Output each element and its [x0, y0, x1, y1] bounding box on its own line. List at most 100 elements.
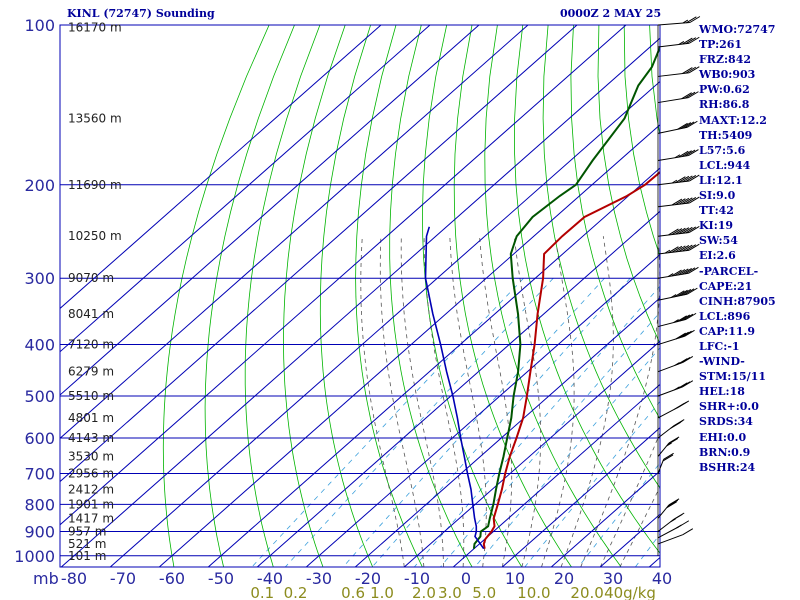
height-label: 9070 m — [68, 271, 114, 285]
wind-barb — [657, 356, 694, 373]
moist-adiabat-line — [449, 236, 487, 567]
isotherm-line — [60, 25, 431, 353]
index-item: SW:54 — [699, 234, 738, 248]
wind-barb — [657, 149, 699, 161]
wind-barb — [657, 512, 685, 532]
moist-adiabat-line — [379, 236, 425, 567]
mixing-ratio-label: 1.0 — [370, 584, 394, 600]
temperature-profile-line — [482, 170, 660, 549]
index-item: STM:15/11 — [699, 370, 766, 384]
mixing-ratio-line — [474, 347, 660, 567]
dry-adiabat-line — [776, 25, 800, 567]
index-item: LFC:-1 — [699, 339, 740, 353]
isotherm-line — [60, 25, 480, 396]
pressure-tick-label: 900 — [24, 522, 55, 541]
dry-adiabat-line — [355, 25, 423, 567]
dry-adiabat-line — [319, 25, 374, 567]
temperature-tick-label: 20 — [554, 569, 574, 588]
moist-adiabat-line — [560, 236, 614, 567]
dry-adiabat-line — [623, 25, 660, 258]
moist-adiabat-line — [479, 236, 513, 567]
mixing-ratio-line — [251, 277, 524, 567]
index-item: EI:2.6 — [699, 249, 736, 263]
pressure-tick-label: 700 — [24, 465, 55, 484]
pressure-tick-label: 1000 — [14, 547, 55, 566]
pressure-unit-label: mb — [33, 569, 59, 588]
pressure-tick-label: 600 — [24, 429, 55, 448]
height-label: 13560 m — [68, 111, 122, 125]
moist-adiabat-line — [423, 236, 465, 567]
moist-adiabat-line — [541, 236, 575, 567]
wind-barb — [657, 91, 699, 104]
isotherm-line — [60, 25, 382, 310]
station-title: KINL (72747) Sounding — [67, 7, 215, 20]
isotherm-line — [60, 25, 529, 439]
wind-barb — [657, 400, 690, 419]
dry-adiabat-line — [422, 25, 523, 567]
index-item: CAP:11.9 — [699, 324, 756, 338]
index-item: WB0:903 — [699, 68, 756, 82]
height-label: 10250 m — [68, 229, 122, 243]
dry-adiabat-line — [283, 25, 346, 567]
height-label: 521 m — [68, 537, 106, 551]
valid-time: 0000Z 2 MAY 25 — [560, 7, 662, 20]
wind-barb — [657, 329, 695, 346]
wind-barb — [657, 243, 700, 255]
temperature-tick-label: -80 — [61, 569, 87, 588]
isotherm-line — [256, 210, 660, 567]
temperature-tick-label: 0 — [461, 569, 471, 588]
mixing-ratio-label: 20.0 — [570, 584, 603, 600]
pressure-tick-label: 800 — [24, 495, 55, 514]
wind-barb — [657, 528, 694, 545]
height-label: 6279 m — [68, 365, 114, 379]
height-label: 1417 m — [68, 511, 114, 525]
wind-barb — [657, 36, 700, 48]
temperature-tick-label: -50 — [208, 569, 234, 588]
pressure-tick-label: 100 — [24, 16, 55, 35]
plot-frame — [59, 24, 661, 568]
index-item: PW:0.62 — [699, 83, 750, 97]
index-item: WMO:72747 — [699, 23, 776, 36]
mixing-ratio-label: 0.1 — [250, 584, 274, 600]
isotherm-line — [403, 340, 660, 567]
mixing-ratio-line — [524, 400, 660, 567]
temperature-tick-label: 10 — [505, 569, 525, 588]
temperature-tick-label: -30 — [306, 569, 332, 588]
dry-adiabat-line — [162, 25, 270, 567]
mixing-ratio-label: 0.2 — [284, 584, 308, 600]
wind-barb — [657, 452, 674, 474]
index-item: BSHR:24 — [699, 460, 756, 474]
pressure-tick-label: 500 — [24, 387, 55, 406]
wind-barb — [657, 419, 685, 439]
index-item: LCL:944 — [699, 158, 751, 172]
temperature-tick-label: -60 — [159, 569, 185, 588]
index-item: KI:19 — [699, 219, 734, 233]
isotherm-line — [109, 80, 660, 567]
temperature-tick-label: -40 — [257, 569, 283, 588]
mixing-ratio-line — [342, 277, 605, 567]
dry-adiabat-line — [204, 25, 295, 567]
temperature-tick-label: 30 — [603, 569, 623, 588]
mixing-ratio-line — [371, 277, 631, 567]
index-item: TT:42 — [699, 204, 734, 218]
height-label: 1901 m — [68, 497, 114, 511]
wind-barb — [657, 520, 690, 539]
parcel-profile-line — [424, 226, 485, 550]
height-label: 2412 m — [68, 482, 114, 496]
wind-barb — [657, 226, 700, 237]
isotherm-line — [60, 25, 627, 526]
isotherm-line — [550, 470, 660, 567]
wind-barb — [657, 436, 680, 457]
wind-barb — [657, 266, 699, 279]
temperature-tick-label: -20 — [355, 569, 381, 588]
moist-adiabat-line — [513, 236, 541, 567]
height-label: 7120 m — [68, 338, 114, 352]
index-item: HEL:18 — [699, 385, 745, 399]
wind-barb — [657, 16, 701, 26]
mixing-ratio-label: 0.6 — [341, 584, 365, 600]
pressure-tick-label: 200 — [24, 176, 55, 195]
dry-adiabat-line — [244, 25, 321, 567]
isotherm-line — [452, 383, 660, 567]
index-item: LCL:896 — [699, 309, 751, 323]
